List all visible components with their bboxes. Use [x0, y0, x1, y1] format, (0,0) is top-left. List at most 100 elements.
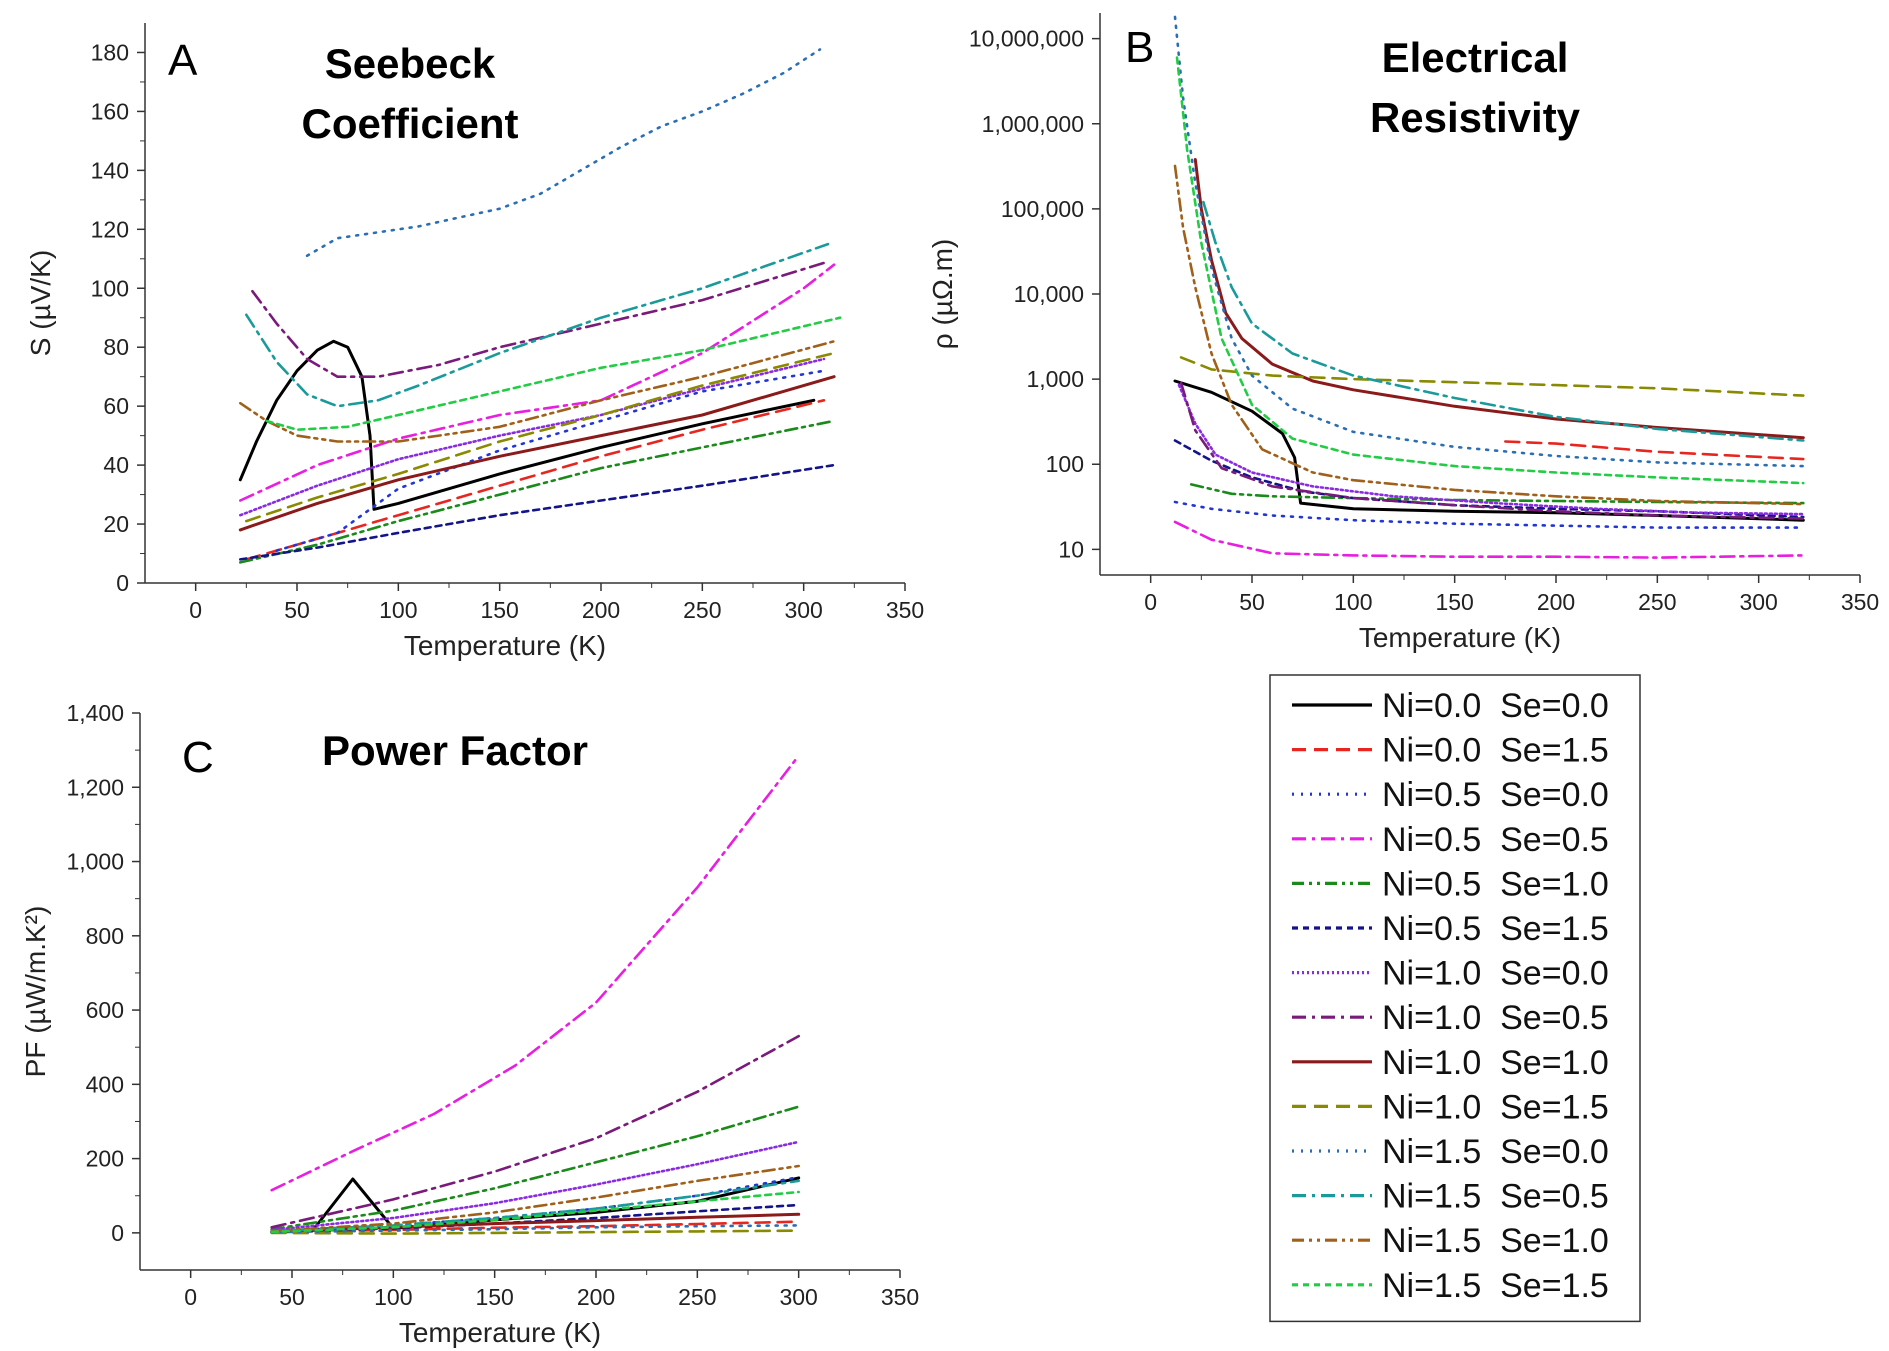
- series-line-ni-1-0-se-0-0: [270, 1140, 800, 1232]
- panel-b-resistivity-chart: 0 50 100 150 200 250 300 350 10 100 1,000 10,000 100…: [927, 13, 1879, 653]
- x-tick-label: 0: [1144, 589, 1157, 615]
- x-tick-label: 0: [184, 1284, 197, 1310]
- legend-label: Ni=0.5 Se=0.5: [1382, 821, 1609, 859]
- x-tick-label: 150: [1435, 589, 1473, 615]
- y-tick-label: 120: [91, 216, 129, 242]
- series-line-ni-1-5-se-0-0: [270, 1224, 800, 1234]
- chart-title: Electrical: [1382, 34, 1569, 81]
- series-line-ni-1-0-se-0-0: [1177, 383, 1805, 516]
- x-tick-label: 300: [779, 1284, 817, 1310]
- y-tick-label: 600: [86, 997, 124, 1023]
- y-tick-label: 10,000,000: [969, 26, 1084, 52]
- x-tick-label: 100: [1334, 589, 1372, 615]
- legend-label: Ni=0.5 Se=0.0: [1382, 776, 1609, 814]
- x-tick-label: 50: [284, 597, 310, 623]
- y-tick-label: 10,000: [1014, 281, 1084, 307]
- y-tick-label: 200: [86, 1146, 124, 1172]
- legend-label: Ni=1.5 Se=1.0: [1382, 1222, 1609, 1260]
- series-line-ni-1-5-se-0-0: [1173, 15, 1805, 468]
- legend-label: Ni=1.0 Se=1.0: [1382, 1044, 1609, 1082]
- y-axis-label: PF (µW/m.K²): [20, 906, 51, 1078]
- legend-label: Ni=1.0 Se=0.0: [1382, 955, 1609, 993]
- legend-label: Ni=1.5 Se=0.0: [1382, 1133, 1609, 1171]
- y-tick-label: 100,000: [1001, 196, 1084, 222]
- series-line-ni-1-0-se-1-0: [238, 375, 836, 532]
- x-tick-label: 150: [475, 1284, 513, 1310]
- y-tick-label: 60: [103, 393, 129, 419]
- series-line-ni-1-5-se-1-0: [239, 340, 836, 443]
- x-tick-label: 200: [1537, 589, 1575, 615]
- series-line-ni-1-0-se-0-5: [1179, 381, 1805, 520]
- series-line-ni-1-5-se-0-0: [305, 48, 822, 258]
- y-tick-label: 0: [116, 570, 129, 596]
- y-tick-label: 0: [111, 1220, 124, 1246]
- series-line-ni-1-5-se-0-5: [270, 1179, 800, 1233]
- legend-label: Ni=1.5 Se=1.5: [1382, 1267, 1609, 1305]
- x-tick-label: 50: [1239, 589, 1265, 615]
- x-tick-label: 100: [374, 1284, 412, 1310]
- series-line-ni-0-5-se-0-5: [1173, 520, 1805, 559]
- series-line-ni-1-0-se-0-0: [239, 357, 826, 517]
- x-tick-label: 350: [881, 1284, 919, 1310]
- x-tick-label: 250: [678, 1284, 716, 1310]
- series-line-ni-1-0-se-1-5: [1179, 356, 1805, 397]
- panel-letter: A: [168, 36, 198, 85]
- x-tick-label: 200: [582, 597, 620, 623]
- x-tick-label: 250: [683, 597, 721, 623]
- y-tick-label: 1,000: [1026, 366, 1084, 392]
- y-tick-label: 1,200: [66, 774, 124, 800]
- x-tick-label: 100: [379, 597, 417, 623]
- series-line-ni-1-0-se-1-5: [245, 351, 836, 523]
- chart-title: Resistivity: [1370, 94, 1581, 141]
- y-tick-label: 10: [1058, 536, 1084, 562]
- y-tick-label: 1,400: [66, 700, 124, 726]
- legend: Ni=0.0 Se=0.0 Ni=0.0 Se=1.5 Ni=0.5 Se=0.0 N…: [1269, 674, 1641, 1323]
- series-line-ni-0-5-se-1-0: [1189, 483, 1805, 505]
- panel-letter: C: [182, 733, 214, 782]
- series-line-ni-1-5-se-1-5: [265, 316, 842, 431]
- chart-title: Seebeck: [325, 40, 496, 87]
- legend-label: Ni=1.5 Se=0.5: [1382, 1178, 1609, 1216]
- legend-label: Ni=0.0 Se=1.5: [1382, 732, 1609, 770]
- x-tick-label: 200: [577, 1284, 615, 1310]
- series-line-ni-0-5-se-1-0: [270, 1105, 800, 1231]
- legend-label: Ni=1.0 Se=0.5: [1382, 999, 1609, 1037]
- y-tick-label: 1,000: [66, 849, 124, 875]
- y-tick-label: 800: [86, 923, 124, 949]
- y-axis-label: S (µV/K): [25, 250, 56, 356]
- legend-box: [1269, 674, 1641, 1323]
- series-line-ni-0-0-se-1-5: [1504, 440, 1805, 461]
- series-line-ni-1-0-se-0-5: [270, 1034, 800, 1229]
- series-line-ni-0-5-se-0-5: [239, 263, 836, 502]
- panel-c-power-factor-chart: 0 50 100 150 200 250 300 350 0 200 400 600 800 1,000 1…: [20, 700, 919, 1348]
- x-tick-label: 350: [886, 597, 924, 623]
- x-tick-label: 0: [189, 597, 202, 623]
- series-line-ni-1-0-se-1-0: [1193, 158, 1805, 440]
- y-tick-label: 40: [103, 452, 129, 478]
- y-tick-label: 400: [86, 1071, 124, 1097]
- panel-letter: B: [1125, 23, 1154, 72]
- y-tick-label: 180: [91, 39, 129, 65]
- legend-label: Ni=1.0 Se=1.5: [1382, 1088, 1609, 1126]
- chart-title: Coefficient: [301, 100, 518, 147]
- x-tick-label: 300: [1739, 589, 1777, 615]
- series-line-ni-1-0-se-1-5: [270, 1229, 800, 1235]
- x-tick-label: 300: [784, 597, 822, 623]
- y-tick-label: 20: [103, 511, 129, 537]
- y-tick-label: 140: [91, 157, 129, 183]
- legend-label: Ni=0.5 Se=1.5: [1382, 910, 1609, 948]
- series-line-ni-1-5-se-1-0: [270, 1164, 800, 1233]
- y-tick-label: 160: [91, 98, 129, 124]
- series-line-ni-1-5-se-0-5: [245, 242, 830, 408]
- series-line-ni-1-5-se-0-5: [1202, 200, 1805, 442]
- y-tick-label: 100: [91, 275, 129, 301]
- x-axis-label: Temperature (K): [404, 630, 606, 661]
- x-tick-label: 350: [1841, 589, 1879, 615]
- series-line-ni-0-5-se-0-5: [270, 754, 800, 1192]
- chart-title: Power Factor: [322, 727, 588, 774]
- series-line-ni-0-5-se-0-0: [1173, 500, 1805, 529]
- y-axis-label: ρ (µΩ.m): [927, 239, 958, 350]
- series-line-ni-0-5-se-1-5: [239, 463, 836, 561]
- x-tick-label: 50: [279, 1284, 305, 1310]
